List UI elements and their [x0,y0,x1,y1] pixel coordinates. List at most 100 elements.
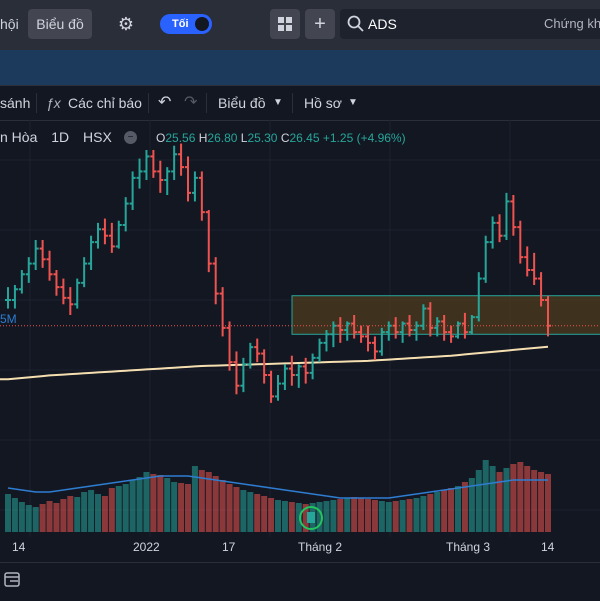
volume-bar [406,499,413,532]
profile-menu-button[interactable]: Hồ sơ [304,95,342,111]
bottom-bar [0,562,600,601]
calendar-icon[interactable] [2,569,24,591]
exchange-label: HSX [83,129,112,145]
price-line-label: 5M [0,312,17,326]
divider [0,85,600,86]
volume-bar [441,490,448,532]
symbol-search[interactable]: ADS Chứng kh [340,9,600,39]
event-marker-icon [299,506,323,530]
volume-bar [385,502,392,532]
volume-bar [275,500,281,532]
top-bar: hội Biểu đồ ⚙ Tối + ADS Chứng kh [0,0,600,50]
volume-bar [413,498,420,532]
high-label: H [198,131,208,145]
volume-bar [60,499,67,532]
search-right-label: Chứng kh [544,16,600,31]
volume-bar [371,500,378,532]
volume-bar [157,475,164,532]
search-icon [347,15,364,32]
volume-bar [455,486,461,532]
time-axis[interactable]: 14 2022 17 Tháng 2 Tháng 3 14 [0,537,600,557]
volume-bar [503,468,510,532]
volume-bar [53,503,60,532]
volume-bar [178,483,185,532]
volume-bar [323,501,330,532]
volume-bar [219,480,226,532]
volume-bar [115,486,122,532]
high-value: 26.80 [207,131,238,145]
grid-icon [278,17,292,31]
volume-bar [268,498,275,532]
volume-bar [434,492,441,532]
volume-bar [164,478,171,532]
toolbar-separator [36,93,37,113]
volume-bar [226,484,233,532]
volume-bar [288,502,295,532]
chevron-down-icon: ▼ [348,97,358,108]
chart-tab-label: Biểu đồ [36,16,84,32]
volume-bar [39,504,46,532]
volume-bar [358,498,365,532]
volume-bar [510,464,517,532]
theme-toggle[interactable]: Tối [160,14,212,34]
volume-bar [108,488,115,532]
volume-bar [25,505,32,532]
volume-bar [281,501,288,532]
indicators-button[interactable]: Các chỉ báo [68,95,142,111]
event-marker-bar [307,512,315,523]
x-tick-label: 2022 [133,540,160,554]
compare-button[interactable]: sánh [0,95,31,111]
volume-bar [240,490,247,532]
volume-average-line [7,475,548,499]
volume-bar [122,484,129,532]
collapse-legend-icon[interactable]: − [124,131,137,144]
volume-bar [5,494,11,532]
volume-bar [517,462,524,532]
volume-bar [143,472,150,532]
low-value: 25.30 [247,131,278,145]
undo-icon[interactable]: ↶ [158,94,172,111]
volume-bar [191,466,198,532]
volume-bar [247,492,254,532]
symbol-name: n Hòa [0,129,38,145]
low-label: L [240,131,248,145]
volume-bar [295,503,302,532]
plus-icon: + [314,13,326,35]
chart-menu-button[interactable]: Biểu đồ [218,95,266,111]
volume-bar [95,494,101,532]
volume-bar [420,496,427,532]
volume-bar [185,484,191,532]
volume-bar [531,470,538,532]
toolbar-separator [148,93,149,113]
toolbar-separator [292,93,293,113]
redo-icon[interactable]: ↷ [184,94,198,111]
volume-bar [212,476,219,532]
layout-button[interactable] [270,9,300,39]
chart-tab[interactable]: Biểu đồ [28,9,92,39]
volume-bar [344,498,351,532]
settings-button[interactable]: ⚙ [112,9,140,39]
moving-average-line [0,345,549,381]
x-tick-label: Tháng 2 [298,540,343,554]
fx-icon: ƒx [46,95,61,111]
volume-bar [461,482,468,532]
open-value: 25.56 [165,131,196,145]
interval-label[interactable]: 1D [51,129,70,145]
volume-bar [475,470,482,532]
price-chart[interactable] [0,120,600,537]
volume-bar [46,501,53,532]
gear-icon: ⚙ [117,14,135,34]
theme-toggle-label: Tối [172,18,189,30]
add-button[interactable]: + [305,9,335,39]
volume-bar [254,494,261,532]
toggle-knob [195,17,209,31]
volume-bar [136,477,143,532]
search-input[interactable]: ADS [368,16,397,32]
nav-fragment-tab[interactable]: hội [0,9,22,39]
volume-bar [32,507,39,532]
volume-bar [337,499,344,532]
volume-bar [538,472,545,532]
volume-bar [74,497,81,532]
volume-bar [261,496,268,532]
volume-bar [427,494,434,532]
